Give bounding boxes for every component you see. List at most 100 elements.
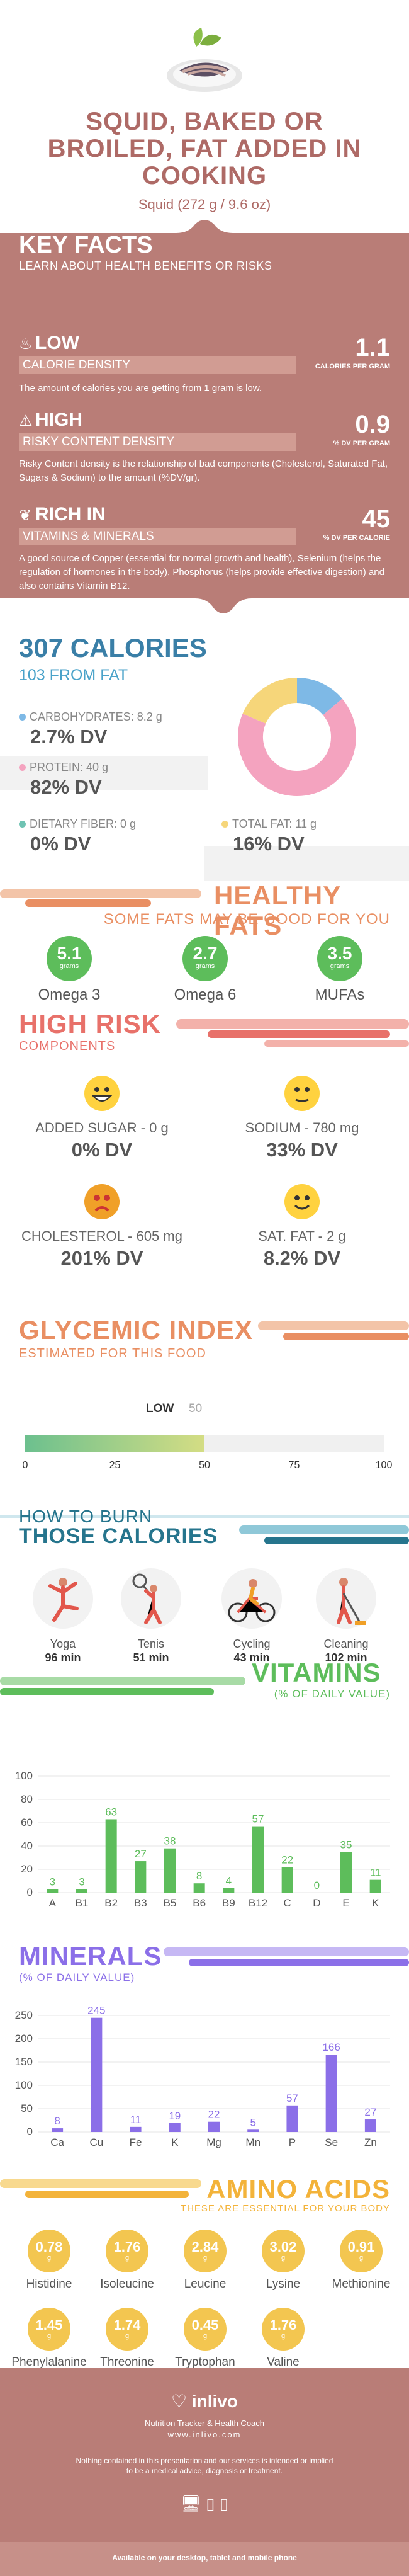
key-facts-background (0, 220, 409, 613)
amino-label-tryptophan: Tryptophan (175, 2356, 235, 2369)
fiber-dv: 0% DV (30, 833, 91, 855)
title-line-3: COOKING (142, 162, 267, 190)
glycemic-level: LOW (146, 1402, 174, 1415)
donut-slice-carbs (296, 678, 342, 715)
amino-unit-histidine: g (47, 2254, 52, 2262)
cleaning-time: 102 min (325, 1651, 367, 1664)
sat-fat-dv: 8.2% DV (263, 1247, 341, 1269)
minerals-ytick-3: 150 (15, 2056, 33, 2068)
mufa-label: MUFAs (315, 986, 365, 1003)
omega3-circle: 5.1 grams (47, 936, 92, 981)
dish-illustration (164, 25, 245, 101)
fact-heading-1: ♨ LOW (19, 333, 79, 354)
minerals-bar-P (286, 2105, 298, 2132)
protein-dot (19, 764, 26, 771)
glycemic-tick-50: 50 (199, 1460, 210, 1471)
amino-unit-lysine: g (281, 2254, 286, 2262)
vitamins-category-B2: B2 (104, 1897, 118, 1909)
fact-box-3: VITAMINS & MINERALS (19, 528, 296, 545)
minerals-value-Cu: 245 (87, 2005, 105, 2017)
cycling-time: 43 min (233, 1651, 270, 1664)
fact-box-2: RISKY CONTENT DENSITY (19, 433, 296, 451)
happy-face-icon (84, 1076, 120, 1111)
amino-unit-isoleucine: g (125, 2254, 130, 2262)
vitamins-value-E: 35 (340, 1838, 352, 1850)
amino-unit-valine: g (281, 2332, 286, 2340)
footer-background (0, 2368, 409, 2576)
fact-heading-1-text: LOW (35, 333, 79, 353)
vitamins-bar-A (47, 1889, 59, 1893)
key-facts-section (0, 208, 409, 624)
carbs-label: CARBOHYDRATES: 8.2 g (19, 710, 162, 724)
amino-label-lysine: Lysine (266, 2277, 301, 2291)
amino-value-histidine: 0.78 (35, 2239, 63, 2255)
fact-value-1: 1.1 (355, 334, 390, 362)
vitamins-ytick-5: 100 (15, 1770, 33, 1782)
minerals-category-Mg: Mg (206, 2136, 221, 2148)
minerals-category-K: K (171, 2136, 179, 2148)
amino-circle-phenylalanine: 1.45 g (28, 2308, 70, 2351)
fat-label: TOTAL FAT: 11 g (221, 818, 317, 831)
footer-available: Available on your desktop, tablet and mo… (112, 2553, 297, 2562)
amino-title: AMINO ACIDS (206, 2174, 390, 2204)
minerals-subtitle: (% OF DAILY VALUE) (19, 1971, 135, 1983)
amino-circle-histidine: 0.78 g (28, 2230, 70, 2272)
key-facts-subtitle: LEARN ABOUT HEALTH BENEFITS OR RISKS (19, 259, 272, 272)
vitamins-category-A: A (49, 1897, 57, 1909)
minerals-category-Fe: Fe (130, 2136, 142, 2148)
amino-circle-lysine: 3.02 g (262, 2230, 305, 2272)
added-sugar-dv: 0% DV (71, 1139, 133, 1161)
warning-icon: ⚠ (19, 413, 33, 430)
minerals-bar-Mg (208, 2121, 220, 2132)
amino-value-lysine: 3.02 (269, 2239, 297, 2255)
vitamins-category-E: E (342, 1897, 349, 1909)
vitamins-value-K: 11 (370, 1867, 381, 1879)
amino-unit-phenylalanine: g (47, 2332, 52, 2340)
vitamins-value-B9: 4 (226, 1875, 232, 1887)
burn-title-2: THOSE CALORIES (19, 1524, 218, 1548)
donut-slice-protein (238, 698, 356, 796)
high-risk-title: HIGH RISK (19, 1009, 162, 1039)
amino-unit-methionine: g (359, 2254, 364, 2262)
fiber-label-text: DIETARY FIBER: 0 g (30, 818, 137, 830)
amino-circle-isoleucine: 1.76 g (106, 2230, 148, 2272)
minerals-value-K: 19 (169, 2110, 181, 2122)
cycling-label: Cycling (233, 1638, 271, 1650)
high-risk-stripes (176, 1019, 409, 1047)
burn-stripes (0, 1515, 409, 1544)
minerals-category-Cu: Cu (89, 2136, 103, 2148)
minerals-bar-K (169, 2123, 181, 2132)
amino-stripes (0, 2179, 201, 2198)
cleaning-icon (316, 1568, 376, 1629)
footer-disclaimer-2: to be a medical advice, diagnosis or tre… (126, 2466, 283, 2475)
cycling-icon (221, 1568, 282, 1629)
burn-title-1: HOW TO BURN (19, 1507, 153, 1526)
fat-dv: 16% DV (233, 833, 305, 855)
amino-value-threonine: 1.74 (113, 2317, 141, 2333)
vitamins-stripes (0, 1677, 245, 1695)
sodium-label: SODIUM - 780 mg (245, 1120, 359, 1136)
vitamins-subtitle: (% OF DAILY VALUE) (274, 1688, 390, 1700)
omega6-label: Omega 6 (174, 986, 237, 1003)
vitamins-bar-C (281, 1867, 293, 1893)
amino-circle-leucine: 2.84 g (184, 2230, 227, 2272)
amino-label-threonine: Threonine (100, 2356, 154, 2369)
vitamins-value-B1: 3 (79, 1876, 84, 1888)
minerals-bar-Ca (52, 2128, 64, 2132)
vitamins-category-B5: B5 (164, 1897, 177, 1909)
amino-unit-threonine: g (125, 2332, 130, 2340)
amino-label-methionine: Methionine (332, 2277, 391, 2291)
vitamins-title: VITAMINS (252, 1658, 381, 1687)
fact-unit-3: % DV PER CALORIE (323, 534, 390, 542)
vitamins-ytick-1: 20 (21, 1863, 33, 1875)
glycemic-subtitle: ESTIMATED FOR THIS FOOD (19, 1347, 206, 1360)
tennis-time: 51 min (133, 1651, 169, 1664)
carbs-dv: 2.7% DV (30, 726, 108, 748)
vitamins-bar-K (369, 1879, 381, 1893)
vitamins-ytick-2: 40 (21, 1840, 33, 1852)
vitamins-bar-B6 (193, 1883, 205, 1893)
devices-icon: 🖥 ▯ ▯ (180, 2494, 229, 2513)
amino-unit-leucine: g (203, 2254, 208, 2262)
vitamins-value-B3: 27 (135, 1848, 147, 1860)
